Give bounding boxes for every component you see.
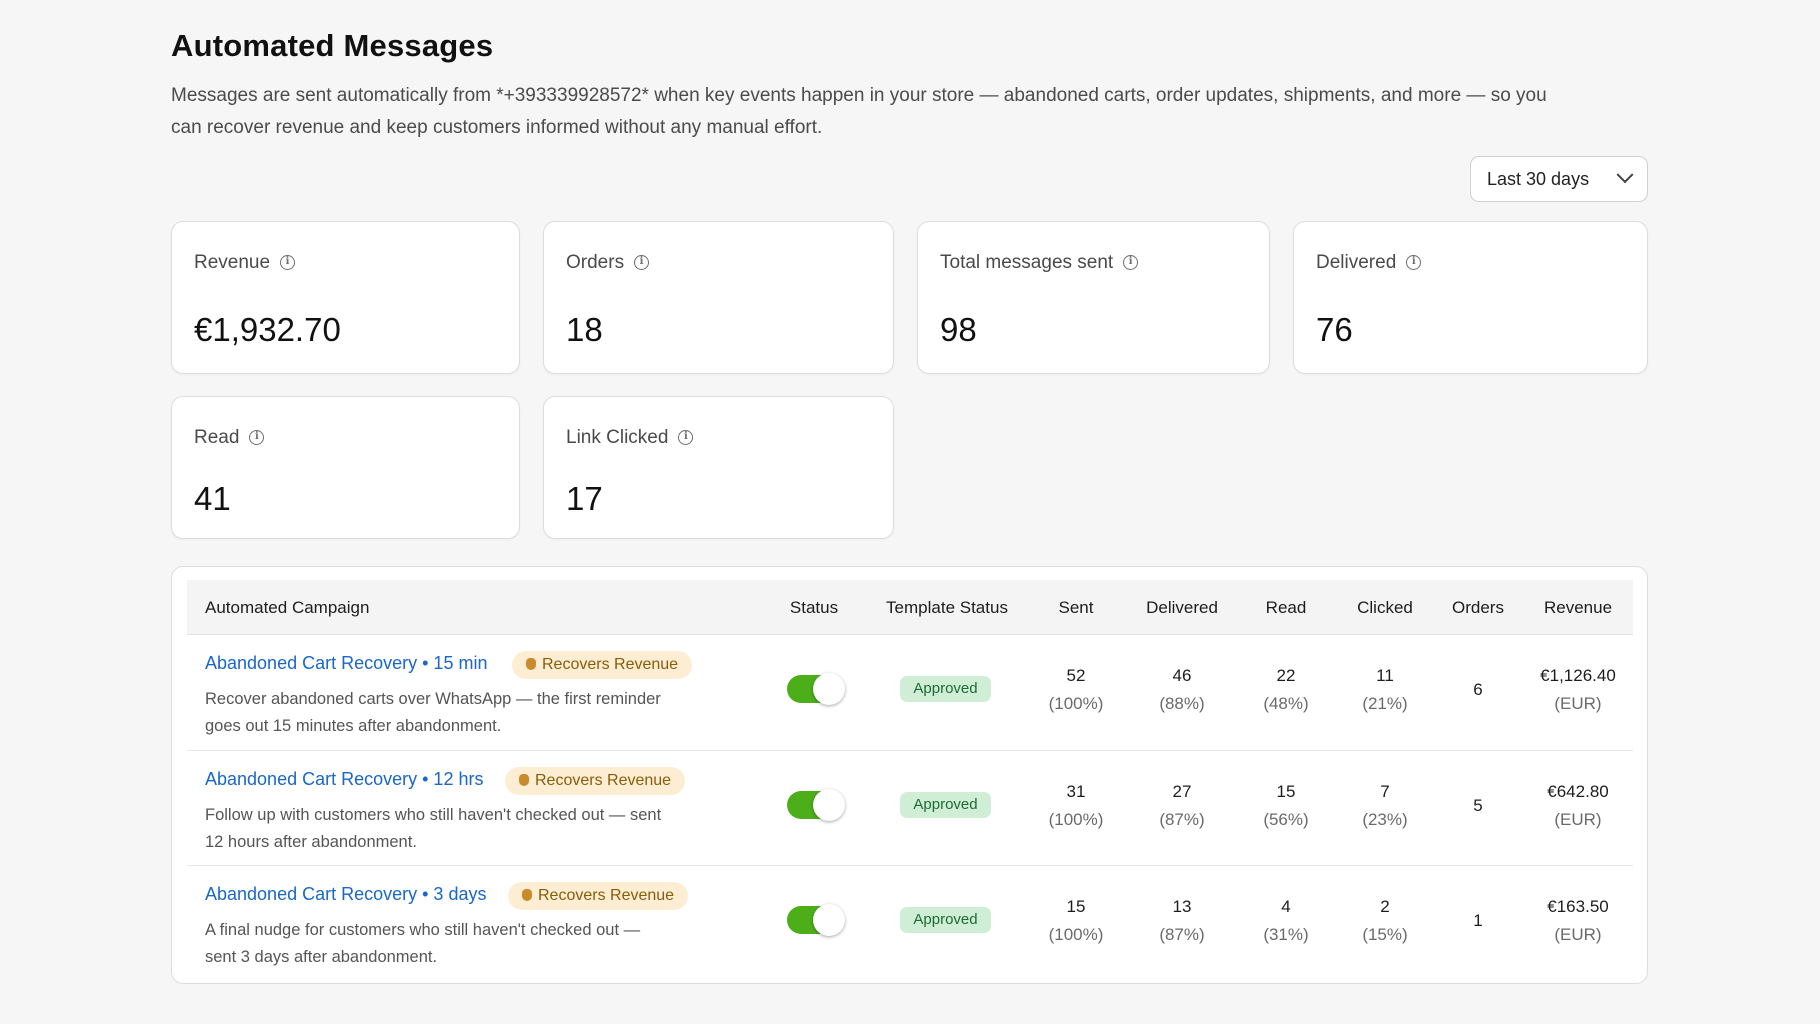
stat-value: 18 <box>566 311 603 348</box>
campaign-name-link[interactable]: Abandoned Cart Recovery • 3 days <box>205 884 487 904</box>
campaign-description: Recover abandoned carts over WhatsApp — … <box>205 690 661 735</box>
stat-label: Total messages sent <box>940 252 1114 273</box>
clicked-cell: 11 (21%) <box>1362 666 1408 713</box>
delivered-cell: 27 (87%) <box>1159 782 1205 829</box>
revenue-cell: €1,126.40 (EUR) <box>1540 666 1616 713</box>
read-cell: 15 (56%) <box>1263 782 1309 829</box>
table-row: Abandoned Cart Recovery • 12 hrs Recover… <box>187 751 1633 866</box>
stat-label: Revenue <box>194 252 271 273</box>
stat-card-link-clicked: Link Clicked i 17 <box>543 396 894 539</box>
page-title: Automated Messages <box>171 28 494 63</box>
stat-card-total-messages: Total messages sent i 98 <box>917 221 1270 374</box>
stat-value: 41 <box>194 480 231 517</box>
stat-card-orders: Orders i 18 <box>543 221 894 374</box>
table-row: Abandoned Cart Recovery • 15 min Recover… <box>187 635 1633 751</box>
stat-label: Read <box>194 427 240 448</box>
orders-cell: 6 <box>1473 680 1483 699</box>
info-icon[interactable]: i <box>249 429 265 445</box>
sent-cell: 52 (100%) <box>1048 666 1104 713</box>
col-header-read: Read <box>1265 598 1307 617</box>
clicked-cell: 7 (23%) <box>1362 782 1408 829</box>
campaign-description: A final nudge for customers who still ha… <box>205 921 641 966</box>
info-icon[interactable]: i <box>678 429 694 445</box>
campaign-table: Automated Campaign Status Template Statu… <box>171 566 1648 984</box>
campaign-name-link[interactable]: Abandoned Cart Recovery • 12 hrs <box>205 769 484 789</box>
money-bag-icon <box>526 658 536 670</box>
table-row: Abandoned Cart Recovery • 3 days Recover… <box>187 866 1633 982</box>
toggle-knob <box>813 789 845 821</box>
status-toggle[interactable] <box>787 673 845 705</box>
recovers-revenue-badge: Recovers Revenue <box>512 651 693 679</box>
stat-value: 76 <box>1316 311 1353 348</box>
orders-cell: 5 <box>1473 796 1483 815</box>
info-icon[interactable]: i <box>634 254 650 270</box>
status-toggle[interactable] <box>787 904 845 936</box>
info-icon[interactable]: i <box>1406 254 1422 270</box>
col-header-campaign: Automated Campaign <box>205 598 370 617</box>
stat-value: 17 <box>566 480 603 517</box>
template-status-badge: Approved <box>900 792 991 818</box>
toggle-knob <box>813 904 845 936</box>
stat-value: €1,932.70 <box>194 311 341 348</box>
chevron-down-icon <box>1616 166 1634 184</box>
sent-cell: 31 (100%) <box>1048 782 1104 829</box>
info-icon[interactable]: i <box>280 254 296 270</box>
template-status-badge: Approved <box>900 676 991 702</box>
sent-cell: 15 (100%) <box>1048 897 1104 944</box>
date-range-select[interactable]: Last 30 days <box>1470 156 1648 202</box>
delivered-cell: 13 (87%) <box>1159 897 1205 944</box>
stat-card-revenue: Revenue i €1,932.70 <box>171 221 520 374</box>
read-cell: 4 (31%) <box>1263 897 1309 944</box>
col-header-orders: Orders <box>1452 598 1504 617</box>
template-status-badge: Approved <box>900 907 991 933</box>
campaign-name-link[interactable]: Abandoned Cart Recovery • 15 min <box>205 653 488 673</box>
revenue-cell: €163.50 (EUR) <box>1547 897 1609 944</box>
recovers-revenue-badge: Recovers Revenue <box>508 882 689 910</box>
stat-card-delivered: Delivered i 76 <box>1293 221 1648 374</box>
clicked-cell: 2 (15%) <box>1362 897 1408 944</box>
col-header-sent: Sent <box>1058 598 1094 617</box>
stat-value: 98 <box>940 311 977 348</box>
stat-label: Delivered <box>1316 252 1397 273</box>
date-range-value: Last 30 days <box>1487 168 1590 189</box>
money-bag-icon <box>522 889 532 901</box>
toggle-knob <box>813 673 845 705</box>
read-cell: 22 (48%) <box>1263 666 1309 713</box>
recovers-revenue-badge: Recovers Revenue <box>505 767 686 795</box>
info-icon[interactable]: i <box>1123 254 1139 270</box>
revenue-cell: €642.80 (EUR) <box>1547 782 1609 829</box>
money-bag-icon <box>519 774 529 786</box>
campaign-description: Follow up with customers who still haven… <box>205 806 662 851</box>
col-header-delivered: Delivered <box>1146 598 1218 617</box>
stat-label: Orders <box>566 252 625 273</box>
status-toggle[interactable] <box>787 789 845 821</box>
page-description: Messages are sent automatically from *+3… <box>171 85 1547 138</box>
col-header-clicked: Clicked <box>1357 598 1413 617</box>
col-header-template-status: Template Status <box>886 598 1008 617</box>
col-header-status: Status <box>789 598 839 617</box>
stat-label: Link Clicked <box>566 427 669 448</box>
table-header: Automated Campaign Status Template Statu… <box>187 580 1633 635</box>
orders-cell: 1 <box>1473 911 1483 930</box>
col-header-revenue: Revenue <box>1543 598 1613 617</box>
delivered-cell: 46 (88%) <box>1159 666 1205 713</box>
stat-card-read: Read i 41 <box>171 396 520 539</box>
